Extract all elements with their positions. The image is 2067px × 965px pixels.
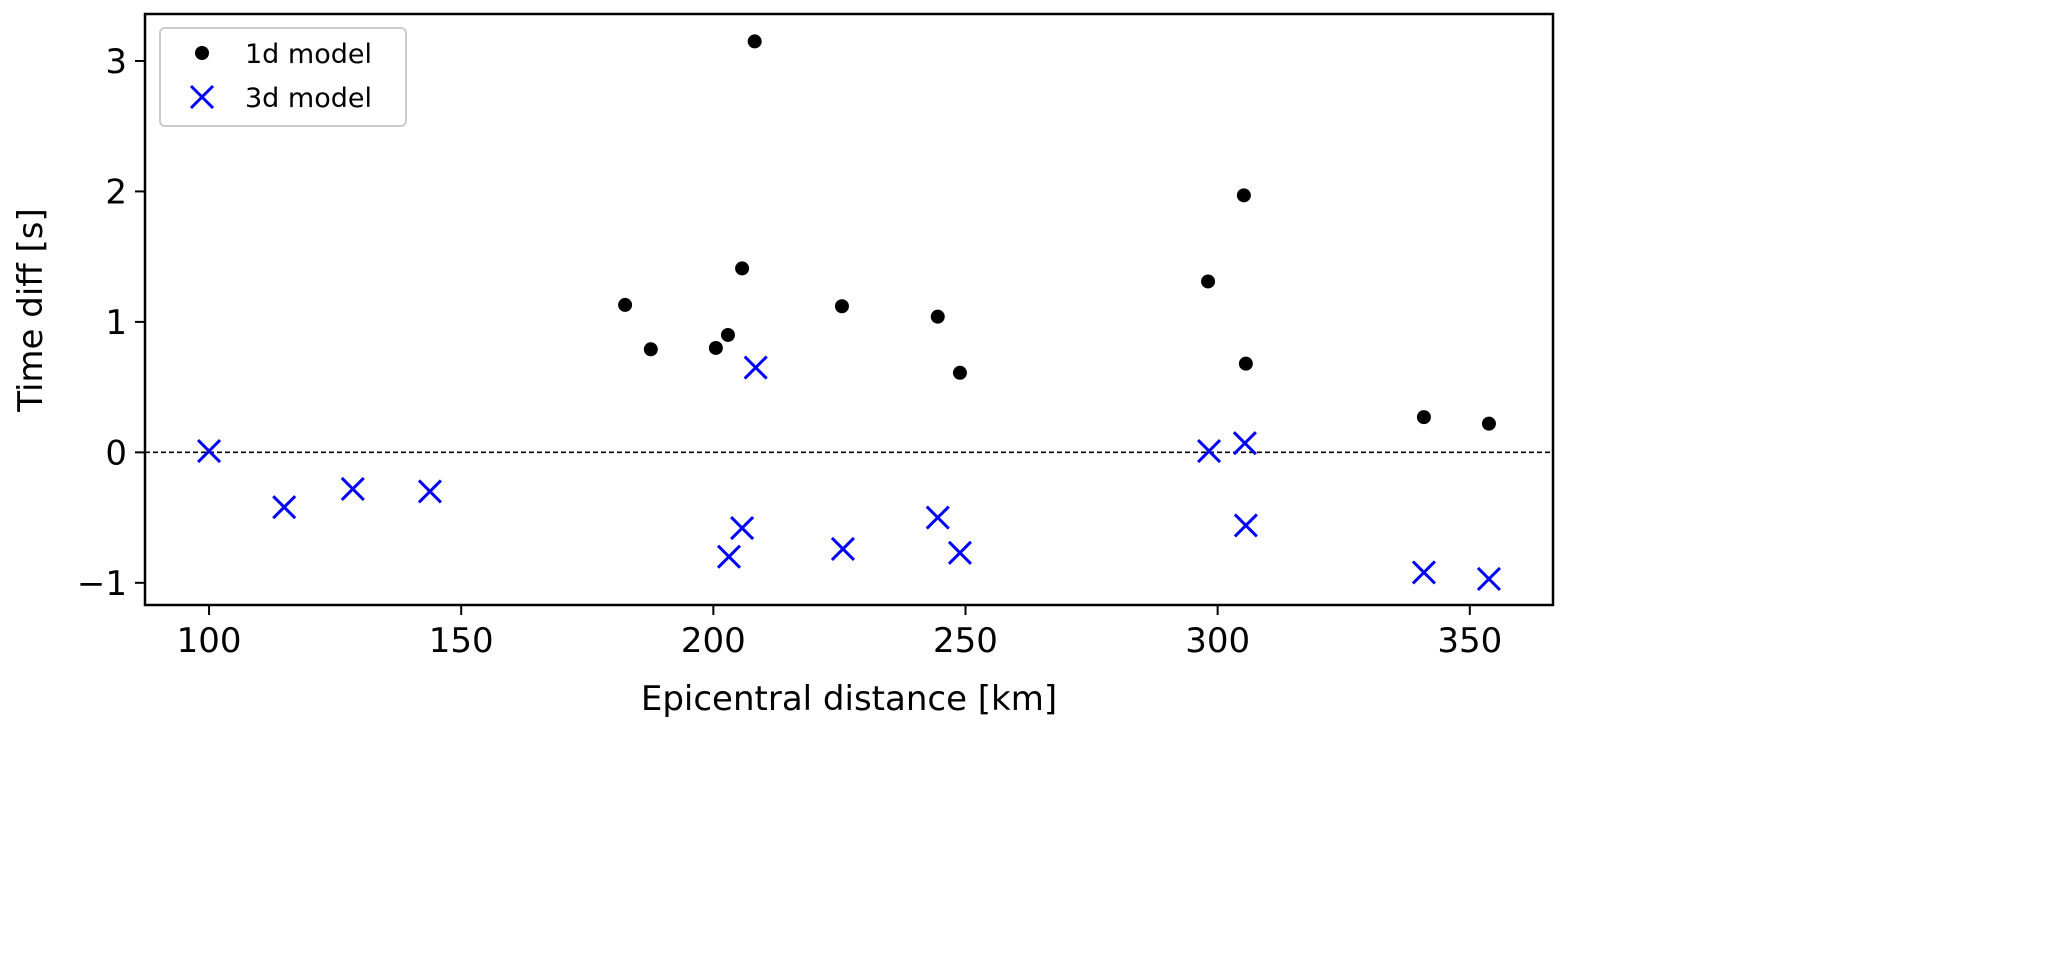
point-1d-model [747,34,762,49]
point-1d-model [930,309,945,324]
x-tick-label: 250 [933,621,998,661]
legend-label-3d: 3d model [245,83,372,114]
x-tick-label: 150 [429,621,494,661]
x-marker-stroke [272,495,297,520]
point-3d-model [272,495,297,520]
x-marker-stroke [925,505,950,530]
legend-label-1d: 1d model [245,39,372,70]
x-axis-ticks: 100 150 200 250 300 350 [177,605,1502,661]
point-1d-model [1416,410,1431,425]
x-marker-stroke [1197,438,1222,464]
point-3d-model [830,536,856,561]
point-3d-model [340,476,365,501]
x-marker-stroke [417,479,442,504]
point-3d-model [1411,560,1436,585]
x-marker-stroke [1476,566,1502,591]
legend-marker-3d [189,84,215,110]
point-3d-model [1232,431,1257,456]
legend-box [159,27,407,127]
x-tick-label: 300 [1185,621,1250,661]
y-tick-label: 2 [105,172,127,212]
point-1d-model [643,342,658,357]
x-marker-stroke [830,536,856,561]
point-3d-model [743,355,768,380]
x-marker-stroke [196,438,222,464]
point-1d-model [1236,188,1251,203]
x-marker-stroke [1411,560,1436,585]
y-tick-label: 0 [105,433,127,473]
point-3d-model [716,544,742,569]
point-3d-model [1476,566,1502,591]
point-3d-model [1197,438,1222,464]
plot-marks [145,34,1553,591]
plot-frame [143,12,1555,607]
point-1d-model [735,261,750,276]
x-marker-stroke [716,544,742,569]
x-marker-stroke [743,355,768,380]
point-3d-model [947,540,973,565]
x-marker-stroke [1232,431,1257,456]
point-3d-model [730,515,755,541]
point-1d-model [952,365,967,380]
legend: 1d model 3d model [159,27,407,127]
y-axis-ticks: −1 0 1 2 3 [77,42,145,604]
point-3d-model [417,479,442,504]
x-tick-label: 200 [681,621,746,661]
point-3d-model [1233,513,1258,538]
y-tick-label: −1 [77,564,127,604]
point-3d-model [925,505,950,530]
point-3d-model [196,438,222,464]
x-tick-label: 350 [1437,621,1502,661]
point-1d-model [1481,416,1496,431]
y-tick-label: 3 [105,42,127,82]
y-tick-label: 1 [105,303,127,343]
point-1d-model [1238,356,1253,371]
point-1d-model [1201,274,1216,289]
x-marker-stroke [730,515,755,541]
x-tick-label: 100 [177,621,242,661]
x-marker-stroke [947,540,973,565]
point-1d-model [720,327,735,342]
x-axis-label: Epicentral distance [km] [641,679,1057,719]
x-marker-stroke [1233,513,1258,538]
legend-marker-1d [195,46,209,60]
point-1d-model [708,340,723,355]
point-1d-model [618,297,633,312]
y-axis-label: Time diff [s] [11,208,51,413]
x-marker-stroke [340,476,365,501]
point-1d-model [834,299,849,314]
